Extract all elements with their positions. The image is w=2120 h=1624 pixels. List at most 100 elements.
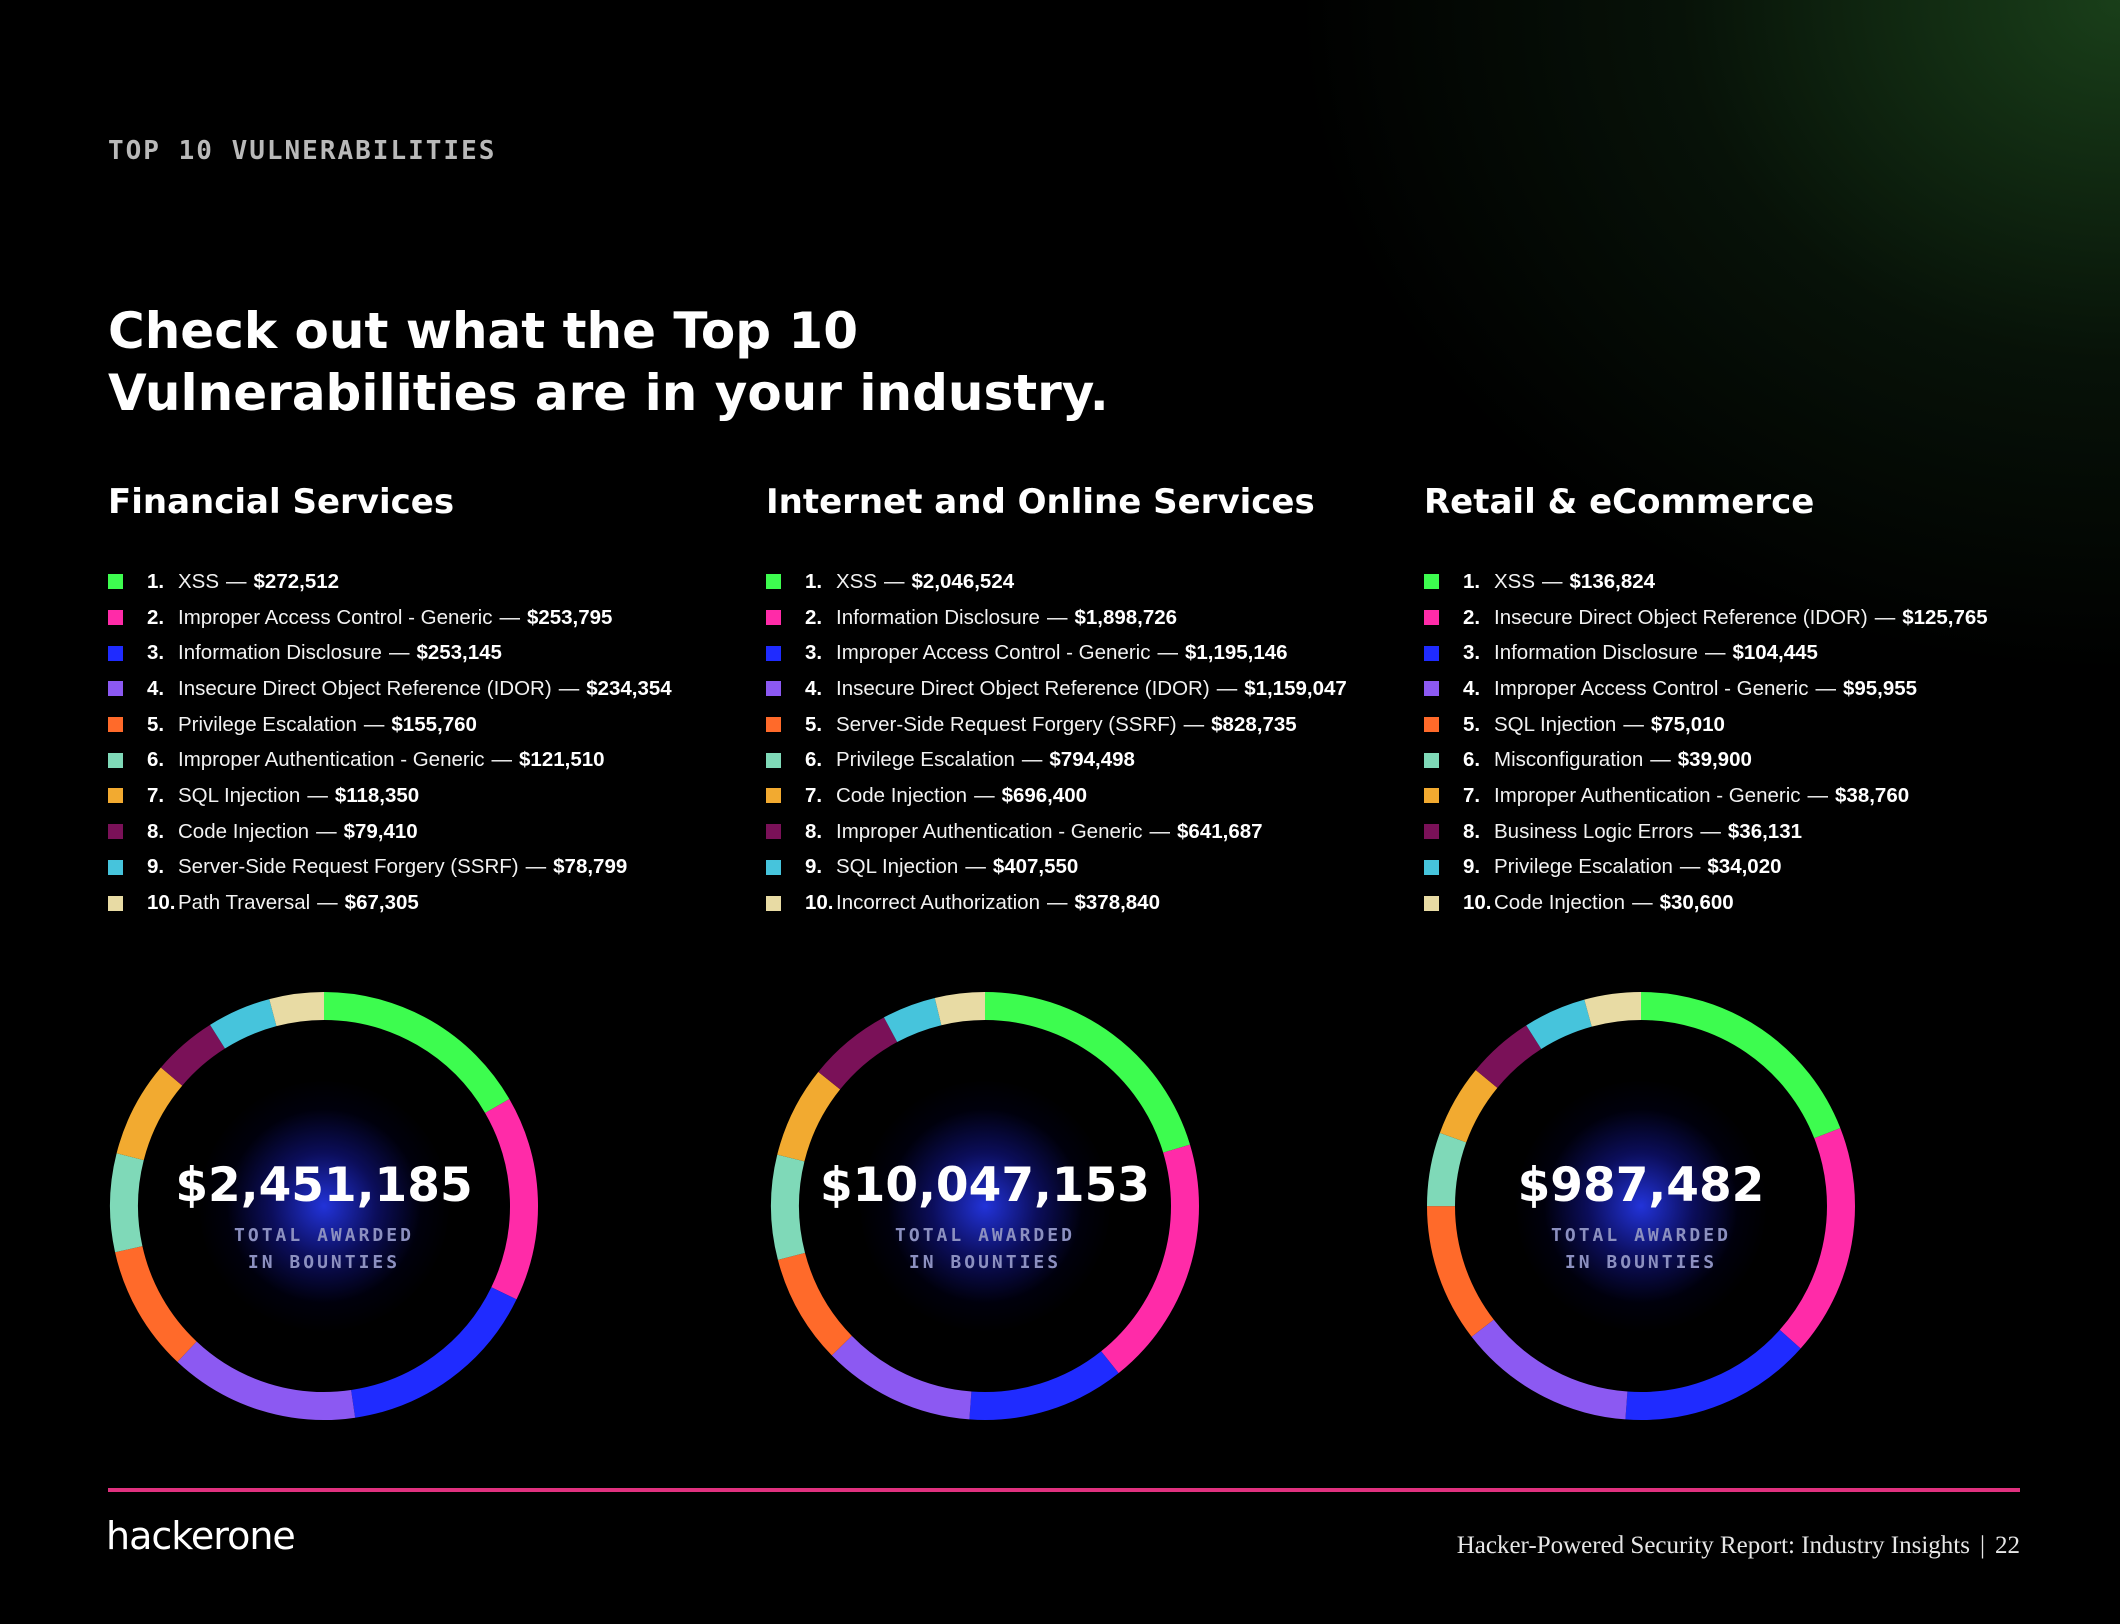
em-dash-separator: — <box>307 783 328 807</box>
rank-number: 5. <box>1463 712 1481 736</box>
vulnerability-item: 10. Code Injection — $30,600 <box>1424 885 2064 921</box>
donut-segment <box>934 992 986 1026</box>
vulnerability-item: 2. Improper Access Control - Generic — $253… <box>108 600 748 636</box>
total-label-line-2: IN BOUNTIES <box>1564 1252 1718 1273</box>
donut-segment <box>110 1153 144 1253</box>
rank-number: 6. <box>1463 748 1481 772</box>
donut-segment <box>1779 1128 1855 1349</box>
industry-column-financial-services: Financial Services 1. XSS — $272,512 2. Impro… <box>108 482 748 921</box>
bounty-amount: $234,354 <box>586 676 672 700</box>
em-dash-separator: — <box>1623 712 1644 736</box>
donut-svg <box>1426 992 1855 1420</box>
donut-segment <box>1101 1144 1199 1374</box>
legend-swatch <box>1424 752 1439 768</box>
vulnerability-name: Privilege Escalation <box>178 712 357 736</box>
bounty-amount: $38,760 <box>1835 783 1910 807</box>
vulnerability-item: 2. Information Disclosure — $1,898,726 <box>766 600 1406 636</box>
rank-number: 6. <box>805 748 823 772</box>
vulnerability-item: 9. Privilege Escalation — $34,020 <box>1424 850 2064 886</box>
legend-swatch <box>108 610 123 626</box>
rank-number: 4. <box>805 676 823 700</box>
bounty-amount: $39,900 <box>1677 748 1752 772</box>
legend-swatch <box>766 895 781 911</box>
legend-swatch <box>766 610 781 626</box>
vulnerability-item: 3. Information Disclosure — $104,445 <box>1424 635 2064 671</box>
rank-number: 10. <box>1463 891 1492 915</box>
vulnerability-name: Improper Access Control - Generic <box>1494 676 1809 700</box>
total-label-line-2: IN BOUNTIES <box>247 1252 401 1273</box>
bounty-amount: $136,824 <box>1569 569 1656 593</box>
em-dash-separator: — <box>1216 676 1238 700</box>
rank-number: 7. <box>805 783 823 807</box>
vulnerability-item: 5. Privilege Escalation — $155,760 <box>108 707 748 743</box>
vulnerability-name: Information Disclosure <box>178 641 382 665</box>
bounty-amount: $75,010 <box>1650 712 1725 736</box>
donut-segment <box>818 1017 898 1090</box>
footer-report-title: Hacker-Powered Security Report: Industry… <box>1457 1532 2020 1560</box>
vulnerability-item: 4. Insecure Direct Object Reference (IDOR… <box>766 671 1406 707</box>
bounty-amount: $104,445 <box>1732 641 1818 665</box>
em-dash-separator: — <box>1157 641 1178 665</box>
vulnerability-item: 3. Improper Access Control - Generic — $1,1… <box>766 635 1406 671</box>
rank-number: 9. <box>805 855 823 879</box>
rank-number: 6. <box>147 748 165 772</box>
legend-swatch <box>766 859 781 875</box>
em-dash-separator: — <box>1874 605 1896 629</box>
vulnerability-name: Improper Authentication - Generic <box>1494 783 1801 807</box>
bounty-amount: $253,795 <box>526 605 613 629</box>
rank-number: 4. <box>147 676 165 700</box>
industry-column-internet-online-services: Internet and Online Services 1. XSS — $2,04… <box>766 482 1406 921</box>
total-label-line-1: TOTAL AWARDED <box>1551 1225 1731 1246</box>
donut-segment <box>210 999 277 1049</box>
bounty-amount: $67,305 <box>344 891 419 915</box>
bounty-amount: $155,760 <box>391 712 477 736</box>
vulnerability-item: 1. XSS — $272,512 <box>108 564 748 600</box>
headline-line-2: Vulnerabilities are in your industry. <box>108 364 1109 422</box>
vulnerability-item: 5. Server-Side Request Forgery (SSRF) — $82… <box>766 707 1406 743</box>
legend-swatch <box>1424 681 1439 697</box>
em-dash-separator: — <box>1815 676 1836 700</box>
em-dash-separator: — <box>226 569 247 593</box>
em-dash-separator: — <box>317 891 338 915</box>
donut-segment <box>1426 1132 1467 1207</box>
legend-swatch <box>766 752 781 768</box>
legend-swatch <box>1424 610 1439 626</box>
em-dash-separator: — <box>1704 641 1726 665</box>
vulnerability-name: SQL Injection <box>1494 712 1617 736</box>
rank-number: 8. <box>147 819 165 843</box>
legend-swatch <box>766 574 781 590</box>
bounty-amount: $30,600 <box>1659 891 1734 915</box>
donut-svg <box>110 992 538 1420</box>
donut-center-glow <box>1516 1081 1766 1331</box>
em-dash-separator: — <box>1046 891 1068 915</box>
donut-segment <box>1427 1205 1494 1337</box>
legend-swatch <box>1424 859 1439 875</box>
report-title: Hacker-Powered Security Report: Industry… <box>1456 1532 1970 1559</box>
vulnerability-name: SQL Injection <box>178 783 301 807</box>
total-awarded-value: $10,047,153 <box>819 1158 1151 1213</box>
em-dash-separator: — <box>884 569 905 593</box>
rank-number: 9. <box>1463 855 1481 879</box>
vulnerability-item: 10. Path Traversal — $67,305 <box>108 885 748 921</box>
bounty-amount: $2,046,524 <box>911 569 1015 593</box>
footer-divider <box>108 1488 2020 1492</box>
vulnerability-name: Improper Access Control - Generic <box>178 605 493 629</box>
legend-swatch <box>766 824 781 840</box>
bounty-amount: $118,350 <box>334 783 420 807</box>
donut-svg <box>771 992 1199 1420</box>
vulnerability-item: 4. Improper Access Control - Generic — $95,… <box>1424 671 2064 707</box>
vulnerability-name: Insecure Direct Object Reference (IDOR) <box>178 676 552 700</box>
legend-swatch <box>1424 574 1439 590</box>
rank-number: 5. <box>147 712 165 736</box>
vulnerability-name: Insecure Direct Object Reference (IDOR) <box>836 676 1210 700</box>
em-dash-separator: — <box>1149 819 1171 843</box>
em-dash-separator: — <box>1700 819 1721 843</box>
bounty-amount: $828,735 <box>1211 712 1297 736</box>
legend-swatch <box>108 752 123 768</box>
bounty-amount: $272,512 <box>253 569 340 593</box>
rank-number: 8. <box>805 819 823 843</box>
rank-number: 2. <box>1463 605 1481 629</box>
vulnerability-item: 1. XSS — $136,824 <box>1424 564 2064 600</box>
hackerone-logo: hackerone <box>106 1514 296 1558</box>
vulnerability-name: Server-Side Request Forgery (SSRF) <box>178 855 519 879</box>
